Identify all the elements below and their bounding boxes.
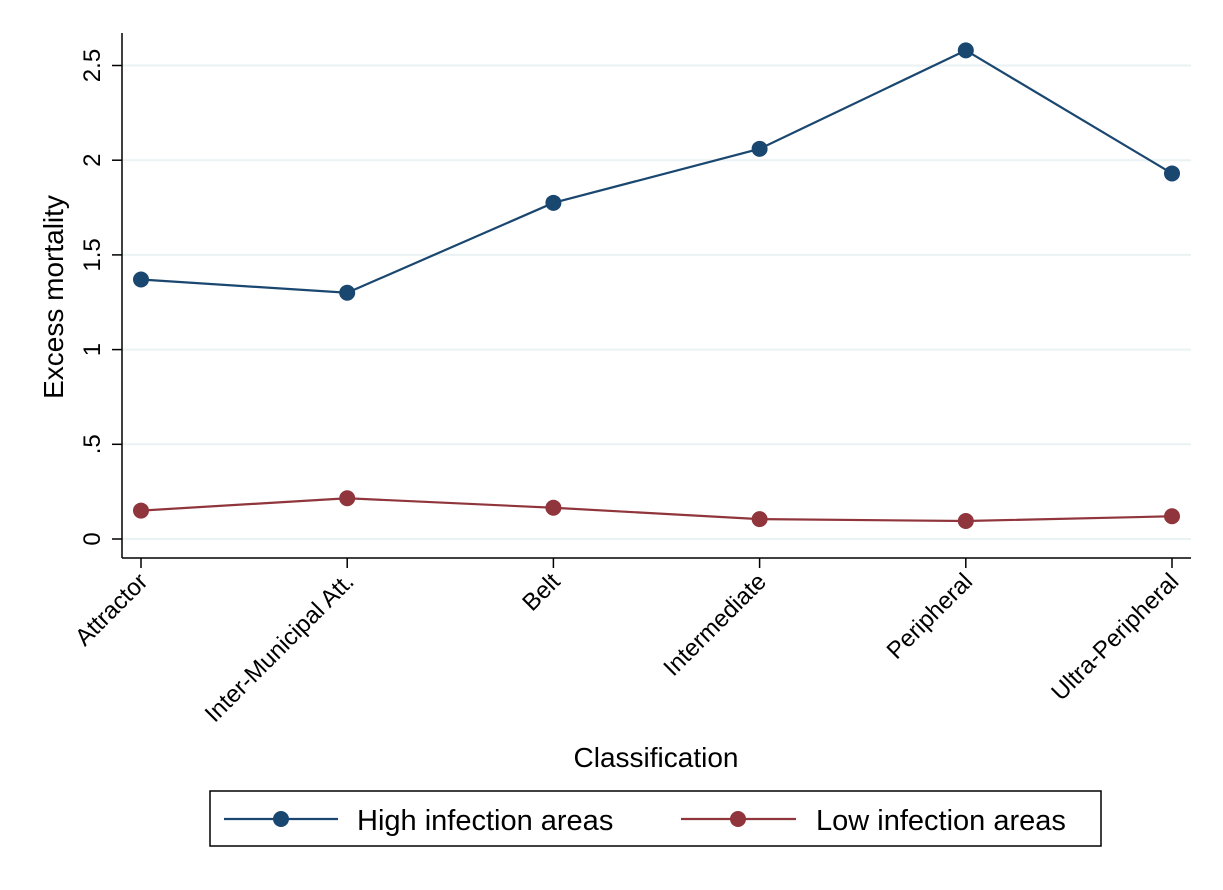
data-point [339,284,356,301]
legend-marker-low-infection [730,811,746,827]
data-point [1164,508,1180,525]
x-tick-label: Peripheral [882,568,978,664]
data-point [545,194,562,211]
data-point [751,140,768,157]
x-tick-label: Attractor [70,568,153,651]
gridlines [122,64,1191,540]
legend-label-low-infection: Low infection areas [816,805,1066,837]
series-line-0 [140,49,1173,294]
legend-marker-high-infection [273,811,289,827]
x-tick-label: Inter-Municipal Att. [200,568,360,728]
x-tick-label: Belt [517,568,566,617]
data-point [751,511,768,528]
data-point [957,42,974,59]
y-tick-label: 1.5 [79,238,106,271]
data-point [1164,165,1180,182]
x-axis-title: Classification [574,742,739,773]
x-tick-label: Intermediate [658,568,771,681]
data-point [133,502,149,519]
y-tick-label: 2.5 [79,49,106,82]
y-tick-label: .5 [79,434,106,454]
y-tick-label: 1 [79,343,106,356]
series-line-1 [140,497,1173,523]
x-ticks: Attractor Inter-Municipal Att. Belt Interme… [70,558,1184,728]
y-axis-title: Excess mortality [38,195,69,399]
legend-label-high-infection: High infection areas [357,805,613,837]
data-point [133,271,149,288]
y-tick-label: 0 [79,532,106,545]
legend-box [209,790,1102,847]
x-tick-label: Ultra-Peripheral [1046,568,1184,706]
legend: High infection areas Low infection areas [209,790,1102,847]
y-ticks: 0 .5 1 1.5 2 2.5 [79,49,122,546]
data-point [339,490,356,507]
data-point [957,513,974,530]
y-tick-label: 2 [79,154,106,167]
axes [121,33,1191,559]
series-group [133,42,1180,530]
data-point [545,499,562,516]
